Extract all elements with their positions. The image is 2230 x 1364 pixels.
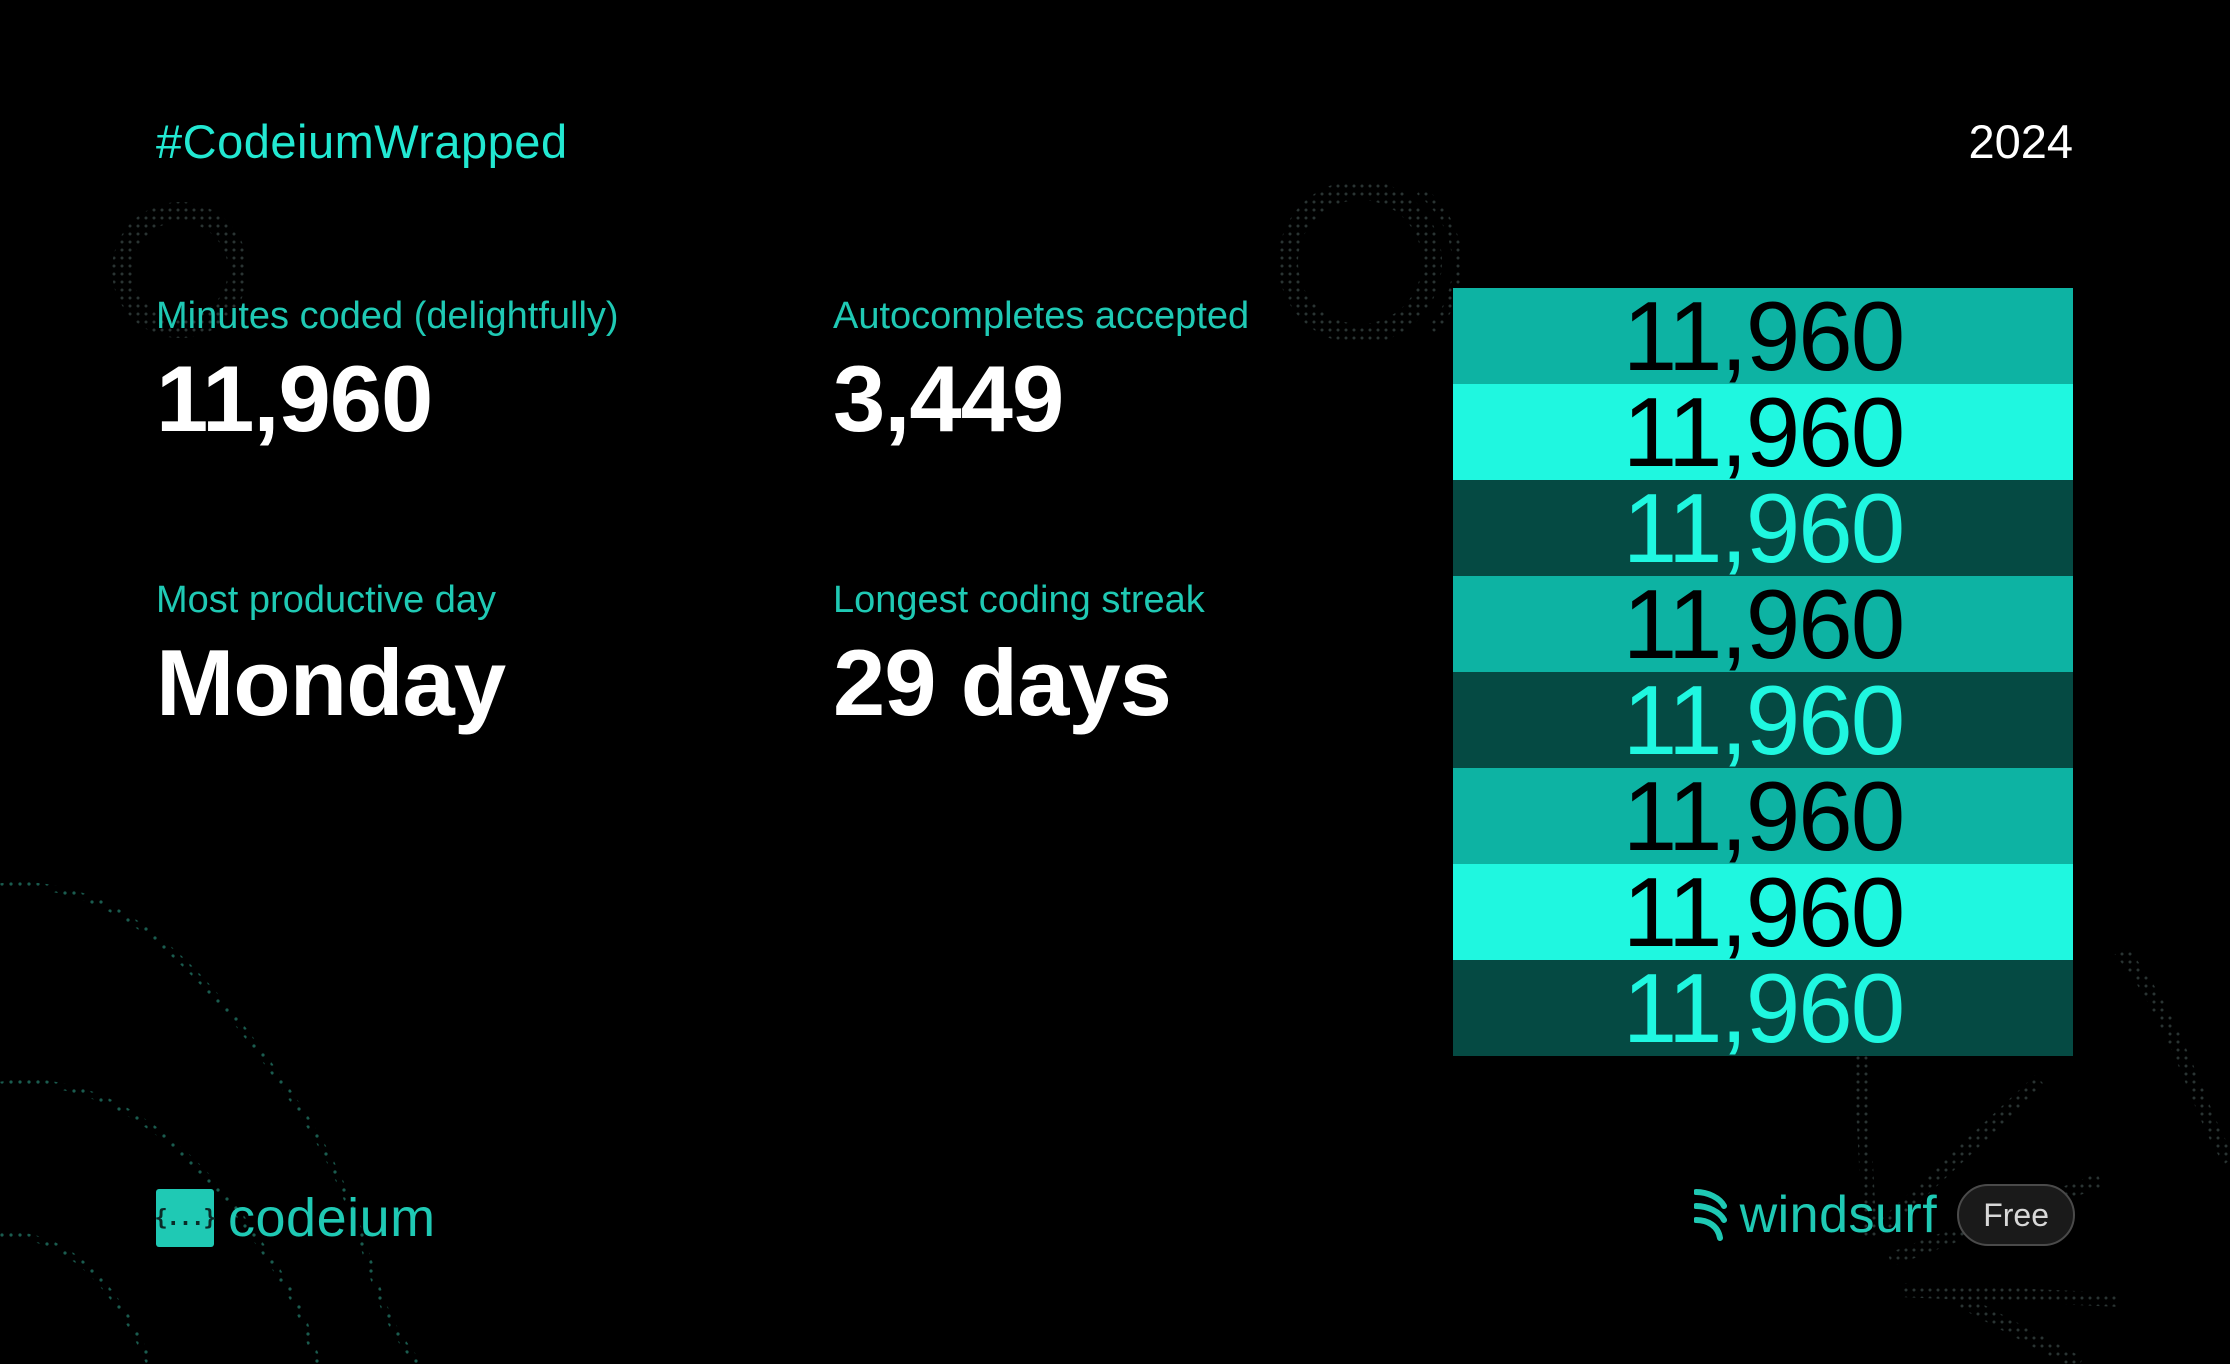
stat-most-productive-day: Most productive day Monday: [156, 576, 506, 738]
stack-row: 11,960: [1453, 768, 2073, 864]
stat-label: Most productive day: [156, 579, 497, 621]
stack-row: 11,960: [1453, 864, 2073, 960]
hashtag-title: #CodeiumWrapped: [156, 115, 568, 168]
windsurf-logo-group: windsurf: [1693, 1185, 1938, 1245]
stat-label: Autocompletes accepted: [833, 295, 1250, 337]
stack-row: 11,960: [1453, 384, 2073, 480]
repeated-value-stack: 11,960 11,960 11,960 11,960 11,960 11,96…: [1453, 288, 2073, 1056]
codeium-wordmark: codeium: [228, 1188, 436, 1248]
windsurf-brand: windsurf Free: [1693, 1184, 2075, 1246]
codeium-brand: {...} codeium: [154, 1188, 436, 1248]
stack-row: 11,960: [1453, 672, 2073, 768]
stat-value: 29 days: [833, 630, 1172, 735]
stat-longest-streak: Longest coding streak 29 days: [833, 576, 1205, 738]
stack-row: 11,960: [1453, 288, 2073, 384]
stat-value: 11,960: [156, 346, 433, 451]
stat-value: 3,449: [833, 346, 1064, 451]
ring-decor-center: [1278, 180, 1463, 344]
stat-minutes-coded: Minutes coded (delightfully) 11,960: [156, 292, 619, 454]
windsurf-wordmark: windsurf: [1739, 1186, 1938, 1244]
windsurf-wave-icon: [1693, 1189, 1727, 1241]
stack-row: 11,960: [1453, 960, 2073, 1056]
plan-badge: Free: [1957, 1184, 2075, 1246]
stack-row: 11,960: [1453, 576, 2073, 672]
stat-autocompletes-accepted: Autocompletes accepted 3,449: [833, 292, 1249, 454]
stat-label: Minutes coded (delightfully): [156, 295, 619, 337]
year-label: 2024: [1968, 115, 2073, 168]
stack-row: 11,960: [1453, 480, 2073, 576]
stat-label: Longest coding streak: [833, 579, 1205, 621]
codeium-logo-icon: {...}: [154, 1189, 217, 1247]
stat-value: Monday: [156, 630, 506, 735]
wave-decor-left: [0, 882, 423, 1364]
